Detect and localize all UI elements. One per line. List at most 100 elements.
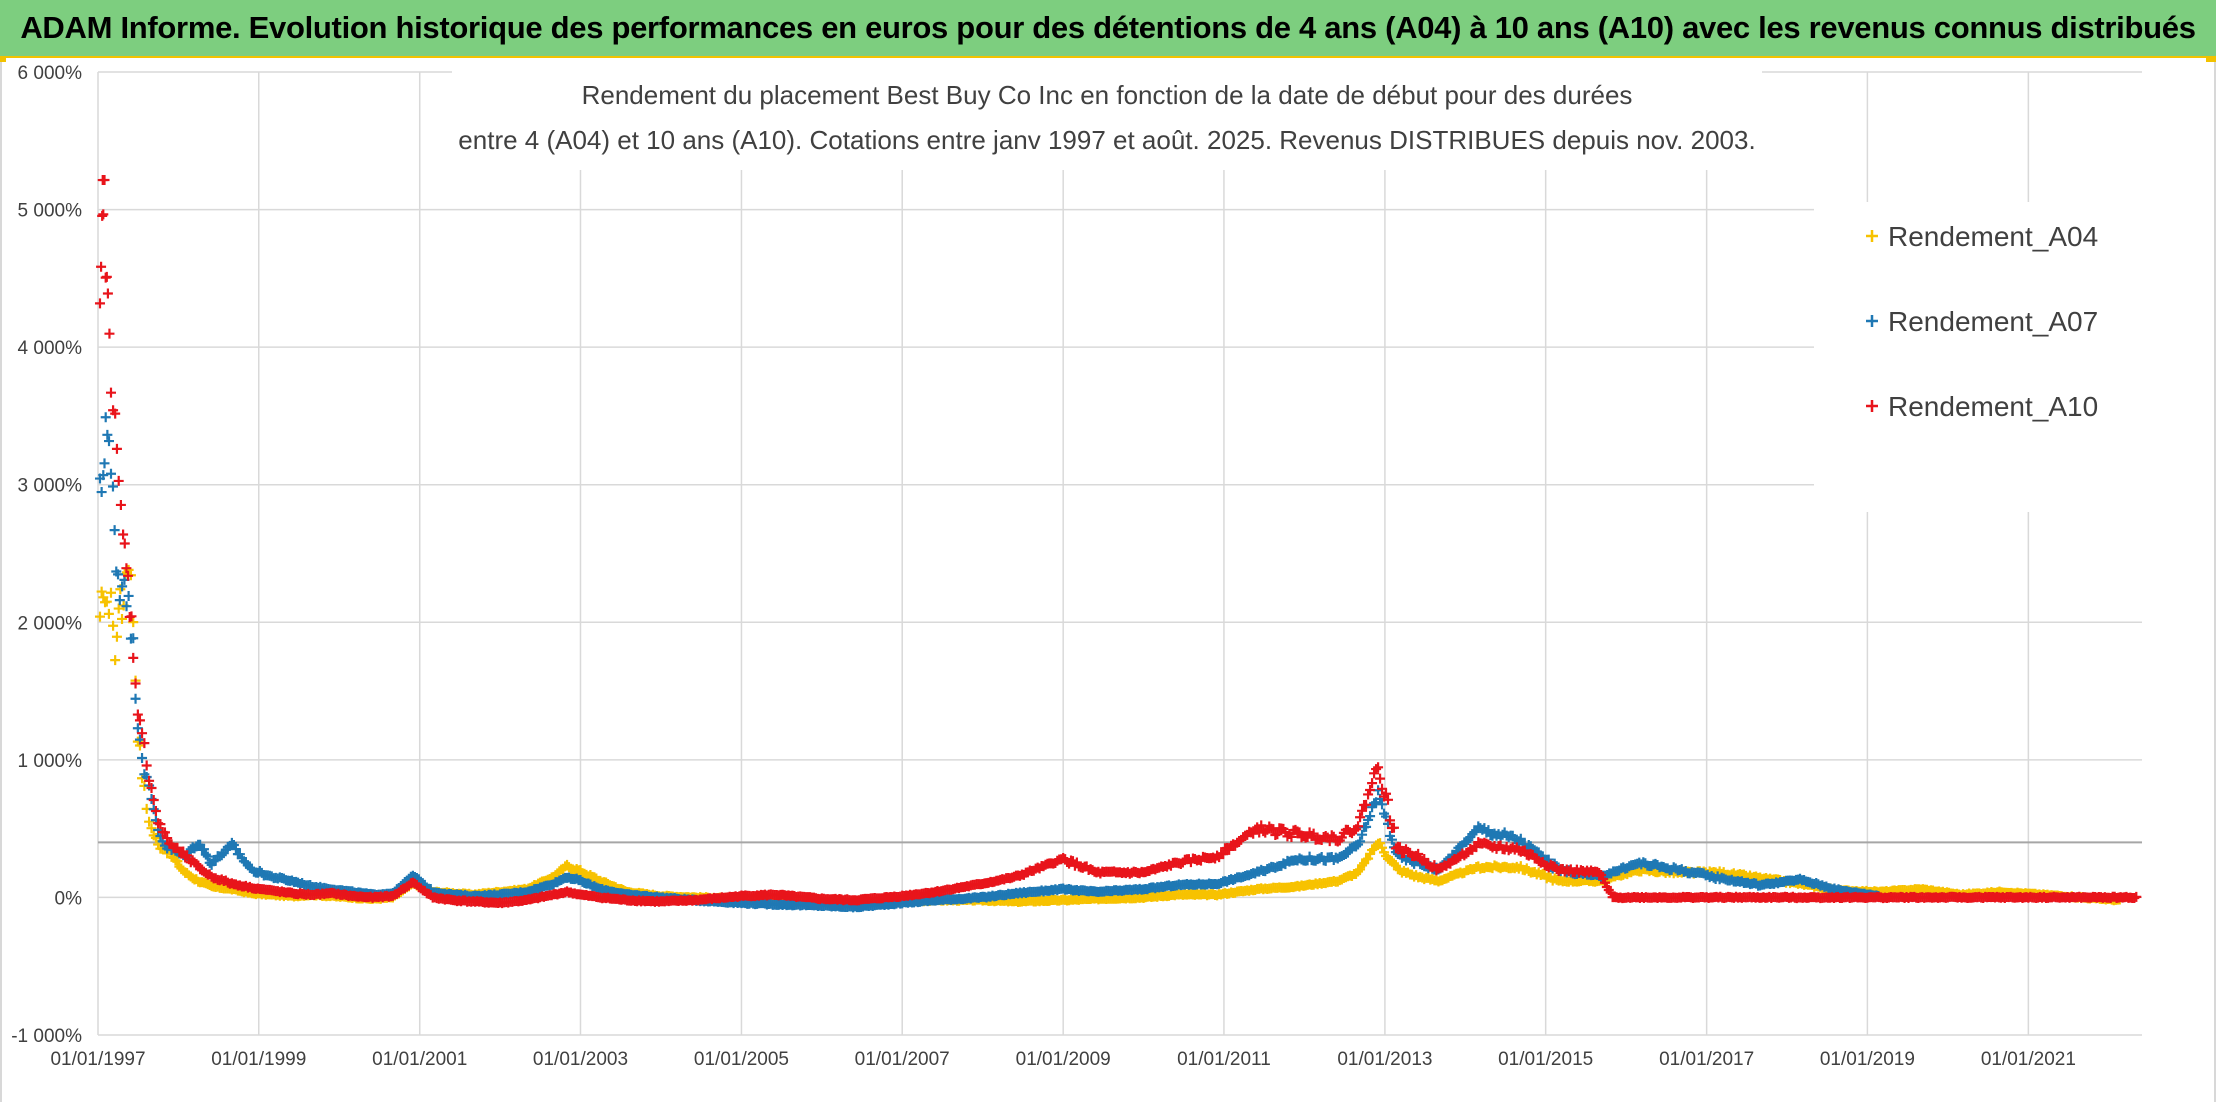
data-point <box>1218 849 1229 860</box>
data-point <box>200 849 211 860</box>
y-tick-label: 3 000% <box>18 476 83 497</box>
data-point <box>96 487 107 498</box>
data-point <box>1308 828 1319 839</box>
data-point <box>115 499 126 510</box>
data-point <box>1375 773 1386 784</box>
data-point <box>110 408 121 419</box>
data-point <box>1286 831 1297 842</box>
data-point <box>97 210 108 221</box>
chart-title-line: entre 4 (A04) et 10 ans (A10). Cotations… <box>458 125 1755 155</box>
data-point <box>230 844 241 855</box>
x-tick-label: 01/01/2013 <box>1337 1049 1432 1070</box>
data-point <box>148 794 159 805</box>
data-point <box>118 529 129 540</box>
series-Rendement_A04 <box>94 564 2125 909</box>
report-title: ADAM Informe. Evolution historique des p… <box>20 10 2196 45</box>
data-point <box>99 458 110 469</box>
data-point <box>104 436 115 447</box>
data-point <box>150 832 161 843</box>
chart-title-background <box>452 62 1762 170</box>
legend-background <box>1814 202 2142 512</box>
points-layer <box>94 174 2142 913</box>
data-point <box>113 569 124 580</box>
report-banner: ADAM Informe. Evolution historique des p… <box>0 0 2216 58</box>
legend-label: Rendement_A07 <box>1888 306 2098 337</box>
data-point <box>117 581 128 592</box>
data-point <box>1353 866 1364 877</box>
data-point <box>1357 805 1368 816</box>
data-point <box>1375 838 1386 849</box>
data-point <box>1386 834 1397 845</box>
data-point <box>1365 785 1376 796</box>
data-point <box>1594 868 1605 879</box>
data-point <box>1367 778 1378 789</box>
chart-title-block: Rendement du placement Best Buy Co Inc e… <box>452 62 1762 170</box>
data-point <box>99 174 110 185</box>
data-point <box>2129 893 2140 904</box>
y-tick-label: -1 000% <box>11 1026 82 1047</box>
data-point <box>121 563 132 574</box>
data-point <box>144 816 155 827</box>
data-point <box>159 827 170 838</box>
legend-marker <box>1866 230 1878 242</box>
data-point <box>141 760 152 771</box>
data-point <box>102 429 113 440</box>
y-tick-label: 2 000% <box>18 613 83 634</box>
chart-legend: Rendement_A04 Rendement_A07 Rendement_A10 <box>1814 202 2142 512</box>
data-point <box>101 596 112 607</box>
data-point <box>150 806 161 817</box>
data-point <box>1469 827 1480 838</box>
data-point <box>111 443 122 454</box>
data-point <box>103 608 114 619</box>
data-point <box>105 387 116 398</box>
data-point <box>162 833 173 844</box>
data-point <box>101 271 112 282</box>
data-point <box>1413 848 1424 859</box>
data-point <box>1373 762 1384 773</box>
data-point <box>144 775 155 786</box>
data-point <box>1381 788 1392 799</box>
data-point <box>1353 821 1364 832</box>
data-point <box>1326 830 1337 841</box>
x-tick-label: 01/01/1999 <box>211 1049 306 1070</box>
data-point <box>132 709 143 720</box>
data-point <box>139 738 150 749</box>
legend-label: Rendement_A04 <box>1888 221 2098 252</box>
data-point <box>1515 833 1526 844</box>
data-point <box>1272 829 1283 840</box>
data-point <box>1371 764 1382 775</box>
data-point <box>121 601 132 612</box>
data-point <box>104 328 115 339</box>
data-point <box>1361 799 1372 810</box>
y-tick-label: 6 000% <box>18 63 83 84</box>
data-point <box>102 288 113 299</box>
data-point <box>96 261 107 272</box>
data-point <box>1483 825 1494 836</box>
banner-corner-right <box>2206 56 2216 62</box>
data-point <box>1355 812 1366 823</box>
data-point <box>107 481 118 492</box>
data-point <box>1355 836 1366 847</box>
data-point <box>105 587 116 598</box>
y-tick-label: 5 000% <box>18 201 83 222</box>
y-tick-label: 0% <box>55 888 83 909</box>
x-tick-label: 01/01/2005 <box>694 1049 789 1070</box>
data-point <box>113 475 124 486</box>
data-point <box>1340 848 1351 859</box>
series-Rendement_A10 <box>94 174 2142 909</box>
data-point <box>226 837 237 848</box>
data-point <box>134 715 145 726</box>
data-point <box>126 611 137 622</box>
data-point <box>172 856 183 867</box>
series-Rendement_A07 <box>94 412 1884 913</box>
x-tick-label: 01/01/2015 <box>1498 1049 1593 1070</box>
data-point <box>1383 794 1393 805</box>
data-point <box>1351 841 1362 852</box>
x-tick-label: 01/01/2009 <box>1016 1049 1111 1070</box>
axis-layer: -1 000% 0% 1 000% 2 000% 3 000% 4 000% 5 000% 6… <box>11 63 2076 1070</box>
data-point <box>130 678 141 689</box>
x-tick-label: 01/01/2001 <box>372 1049 467 1070</box>
data-point <box>117 613 128 624</box>
data-point <box>155 819 166 830</box>
data-point <box>130 693 141 704</box>
